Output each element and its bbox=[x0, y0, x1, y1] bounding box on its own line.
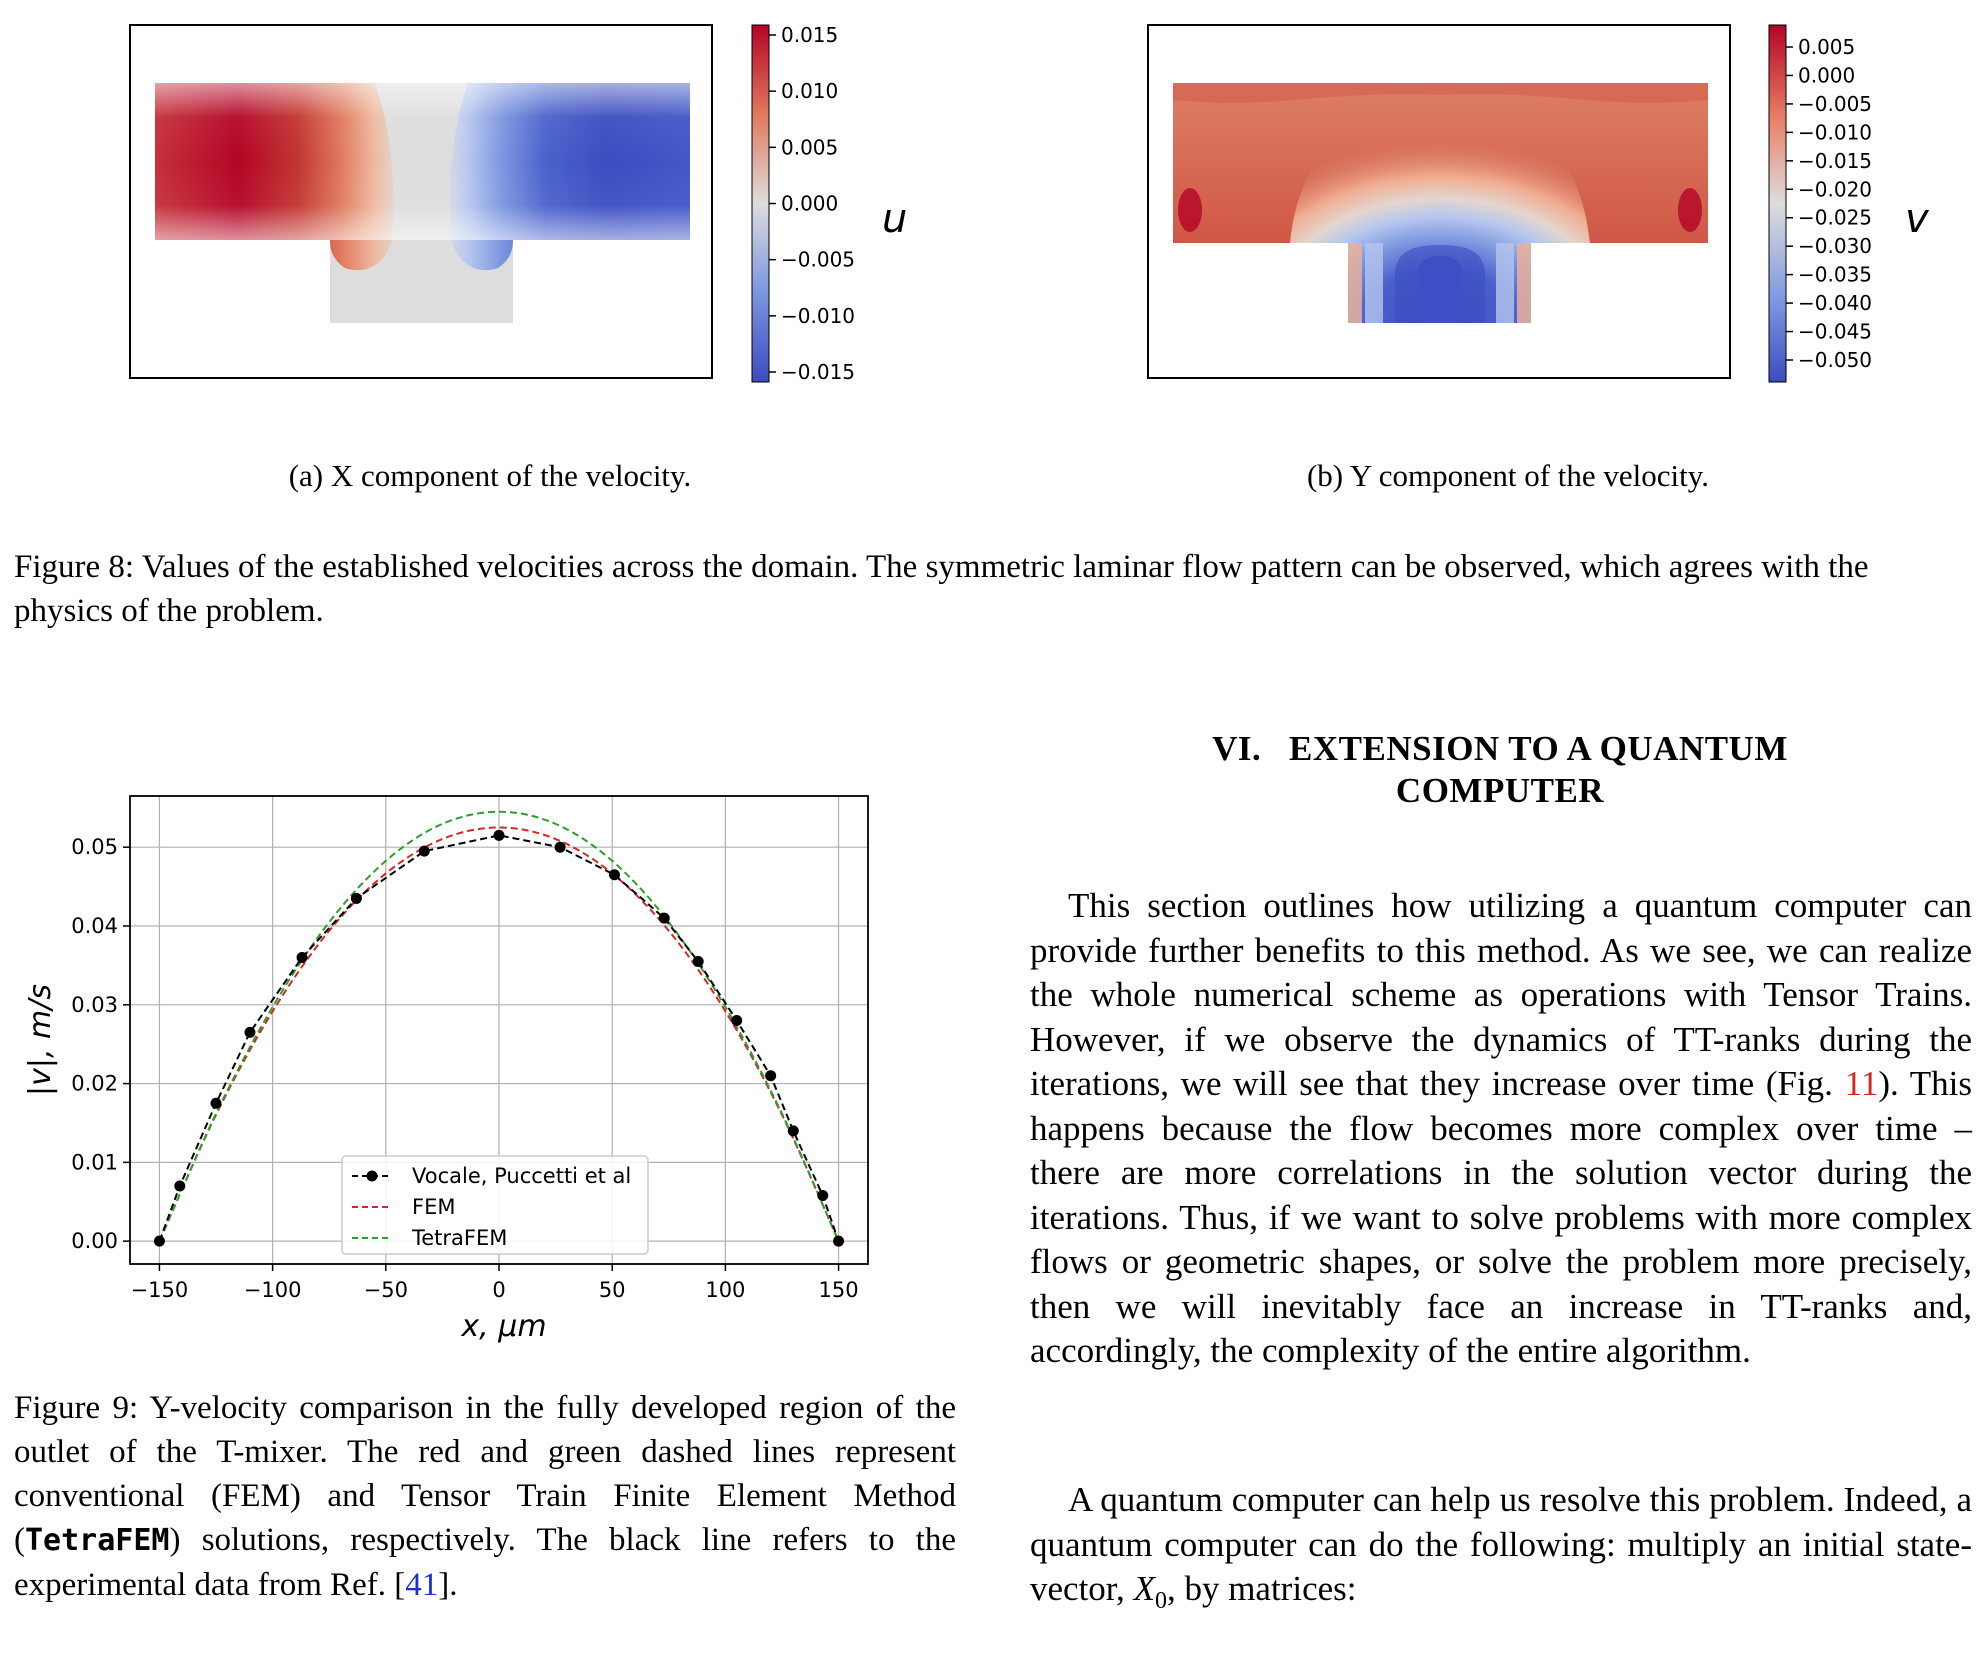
paragraph-1-text: This section outlines how utilizing a qu… bbox=[1030, 886, 1972, 1103]
x-tick-label: −50 bbox=[364, 1278, 408, 1302]
y-tick-label: 0.03 bbox=[71, 993, 118, 1017]
section-heading-line-1: VI. EXTENSION TO A QUANTUM bbox=[1020, 728, 1980, 770]
data-point bbox=[493, 829, 505, 841]
data-point bbox=[554, 841, 566, 853]
u-wall-gradient bbox=[155, 83, 690, 240]
data-point bbox=[765, 1070, 777, 1082]
figure-9-caption-text-3: ]. bbox=[438, 1567, 458, 1603]
u-colorbar-tick-label: 0.000 bbox=[781, 192, 838, 216]
series-line-fem bbox=[158, 826, 840, 1242]
u-colorbar-tick-label: −0.015 bbox=[781, 360, 855, 384]
u-colorbar-label: u bbox=[882, 196, 907, 242]
section-heading: VI. EXTENSION TO A QUANTUM COMPUTER bbox=[1020, 728, 1980, 812]
v-colorbar-tick-label: −0.020 bbox=[1798, 177, 1872, 201]
x-tick-label: −150 bbox=[131, 1278, 189, 1302]
section-number: VI. bbox=[1212, 729, 1262, 768]
u-colorbar-tick-label: 0.015 bbox=[781, 23, 838, 47]
tetrafem-code: TetraFEM bbox=[25, 1523, 170, 1558]
v-colorbar-tick-label: −0.025 bbox=[1798, 206, 1872, 230]
figure-9-caption-text: Figure 9: Y-velocity comparison in the f… bbox=[14, 1390, 956, 1558]
figure-9-caption-text-2: ) solutions, respectively. The black lin… bbox=[14, 1522, 956, 1603]
figure-reference-link[interactable]: 11 bbox=[1844, 1064, 1879, 1103]
data-point bbox=[608, 869, 620, 881]
v-colorbar-tick-label: −0.005 bbox=[1798, 92, 1872, 116]
figure-8b: 0.005 0.000 −0.005 −0.010 −0.015 −0.020 −0.025… bbox=[1000, 0, 1984, 420]
data-point bbox=[244, 1026, 256, 1038]
v-colorbar-label: v bbox=[1905, 196, 1930, 242]
y-axis-label: |v|, m/s bbox=[23, 984, 58, 1096]
data-point bbox=[817, 1189, 829, 1201]
data-point bbox=[787, 1125, 799, 1137]
legend-box bbox=[341, 1155, 649, 1255]
paragraph-2-text-2: , by matrices: bbox=[1166, 1569, 1357, 1608]
v-colorbar-tick-label: 0.000 bbox=[1798, 63, 1855, 87]
v-colorbar-tick-label: −0.015 bbox=[1798, 149, 1872, 173]
u-colorbar-tick-label: 0.005 bbox=[781, 135, 838, 159]
series-line-tetrafem bbox=[158, 810, 840, 1242]
x-axis-label: x, μm bbox=[460, 1309, 546, 1344]
data-point bbox=[153, 1235, 165, 1247]
figure-9-caption: Figure 9: Y-velocity comparison in the f… bbox=[14, 1386, 956, 1607]
v-colorbar-tick-label: −0.050 bbox=[1798, 348, 1872, 372]
x-tick-label: 50 bbox=[599, 1278, 626, 1302]
y-tick-label: 0.02 bbox=[71, 1072, 118, 1096]
data-point bbox=[210, 1097, 222, 1109]
paragraph-1: This section outlines how utilizing a qu… bbox=[1030, 884, 1972, 1374]
x-tick-label: 0 bbox=[492, 1278, 505, 1302]
section-title-line-1: EXTENSION TO A QUANTUM bbox=[1289, 729, 1788, 768]
y-tick-label: 0.04 bbox=[71, 914, 118, 938]
x-tick-label: 150 bbox=[819, 1278, 859, 1302]
v-colorbar-tick-label: −0.035 bbox=[1798, 263, 1872, 287]
section-title-line-2: COMPUTER bbox=[1395, 771, 1605, 810]
paragraph-2-text: A quantum computer can help us resolve t… bbox=[1030, 1480, 1972, 1608]
velocity-comparison-chart: −150 −100 −50 0 50 100 150 0.00 0.01 0.02 0.03 0.04… bbox=[23, 795, 869, 1344]
data-point bbox=[731, 1015, 743, 1027]
y-tick-label: 0.00 bbox=[71, 1229, 118, 1253]
v-field-plot: 0.005 0.000 −0.005 −0.010 −0.015 −0.020 −0.025… bbox=[1147, 24, 1930, 383]
v-colorbar-tick-label: −0.040 bbox=[1798, 291, 1872, 315]
u-colorbar-tick-label: −0.010 bbox=[781, 304, 855, 328]
figure-9: −150 −100 −50 0 50 100 150 0.00 0.01 0.02 0.03 0.04… bbox=[0, 760, 960, 1360]
paragraph-1-text-2: ). This happens because the flow becomes… bbox=[1030, 1064, 1973, 1370]
v-colorbar bbox=[1768, 24, 1787, 383]
v-colorbar-tick-label: 0.005 bbox=[1798, 35, 1855, 59]
subcaption-a: (a) X component of the velocity. bbox=[288, 458, 692, 493]
figure-8-caption: Figure 8: Values of the established velo… bbox=[14, 549, 1869, 629]
v-colorbar-tick-label: −0.030 bbox=[1798, 234, 1872, 258]
y-tick-label: 0.01 bbox=[71, 1150, 118, 1174]
reference-link[interactable]: 41 bbox=[405, 1567, 439, 1603]
data-point bbox=[692, 955, 704, 967]
v-colorbar-tick-label: −0.010 bbox=[1798, 120, 1872, 144]
paragraph-2: A quantum computer can help us resolve t… bbox=[1030, 1478, 1972, 1624]
u-colorbar bbox=[751, 24, 770, 383]
v-colorbar-ticks: 0.005 0.000 −0.005 −0.010 −0.015 −0.020 −0.025… bbox=[1786, 35, 1872, 372]
x-tick-label: 100 bbox=[705, 1278, 745, 1302]
u-colorbar-ticks: 0.015 0.010 0.005 0.000 −0.005 −0.010 −0.015 bbox=[769, 23, 855, 384]
legend-marker bbox=[366, 1170, 378, 1182]
v-corner-spot-left bbox=[1178, 188, 1202, 232]
u-colorbar-tick-label: −0.005 bbox=[781, 248, 855, 272]
state-vector-symbol: X bbox=[1133, 1569, 1155, 1608]
data-point bbox=[833, 1235, 845, 1247]
data-point bbox=[350, 892, 362, 904]
data-point bbox=[418, 845, 430, 857]
y-tick-label: 0.05 bbox=[71, 835, 118, 859]
u-field-plot: 0.015 0.010 0.005 0.000 −0.005 −0.010 −0.015 u bbox=[129, 23, 907, 384]
v-colorbar-tick-label: −0.045 bbox=[1798, 320, 1872, 344]
data-point bbox=[174, 1180, 186, 1192]
x-tick-label: −100 bbox=[244, 1278, 302, 1302]
state-vector-subscript: 0 bbox=[1154, 1588, 1167, 1614]
data-point bbox=[296, 952, 308, 964]
v-corner-spot-right bbox=[1678, 188, 1702, 232]
legend-label: TetraFEM bbox=[411, 1226, 507, 1250]
figure-8a: 0.015 0.010 0.005 0.000 −0.005 −0.010 −0.015 u bbox=[0, 0, 960, 420]
data-point bbox=[658, 912, 670, 924]
subcaption-b: (b) Y component of the velocity. bbox=[1306, 458, 1710, 493]
u-colorbar-tick-label: 0.010 bbox=[781, 79, 838, 103]
legend-label: Vocale, Puccetti et al bbox=[412, 1164, 631, 1188]
legend-label: FEM bbox=[412, 1195, 455, 1219]
